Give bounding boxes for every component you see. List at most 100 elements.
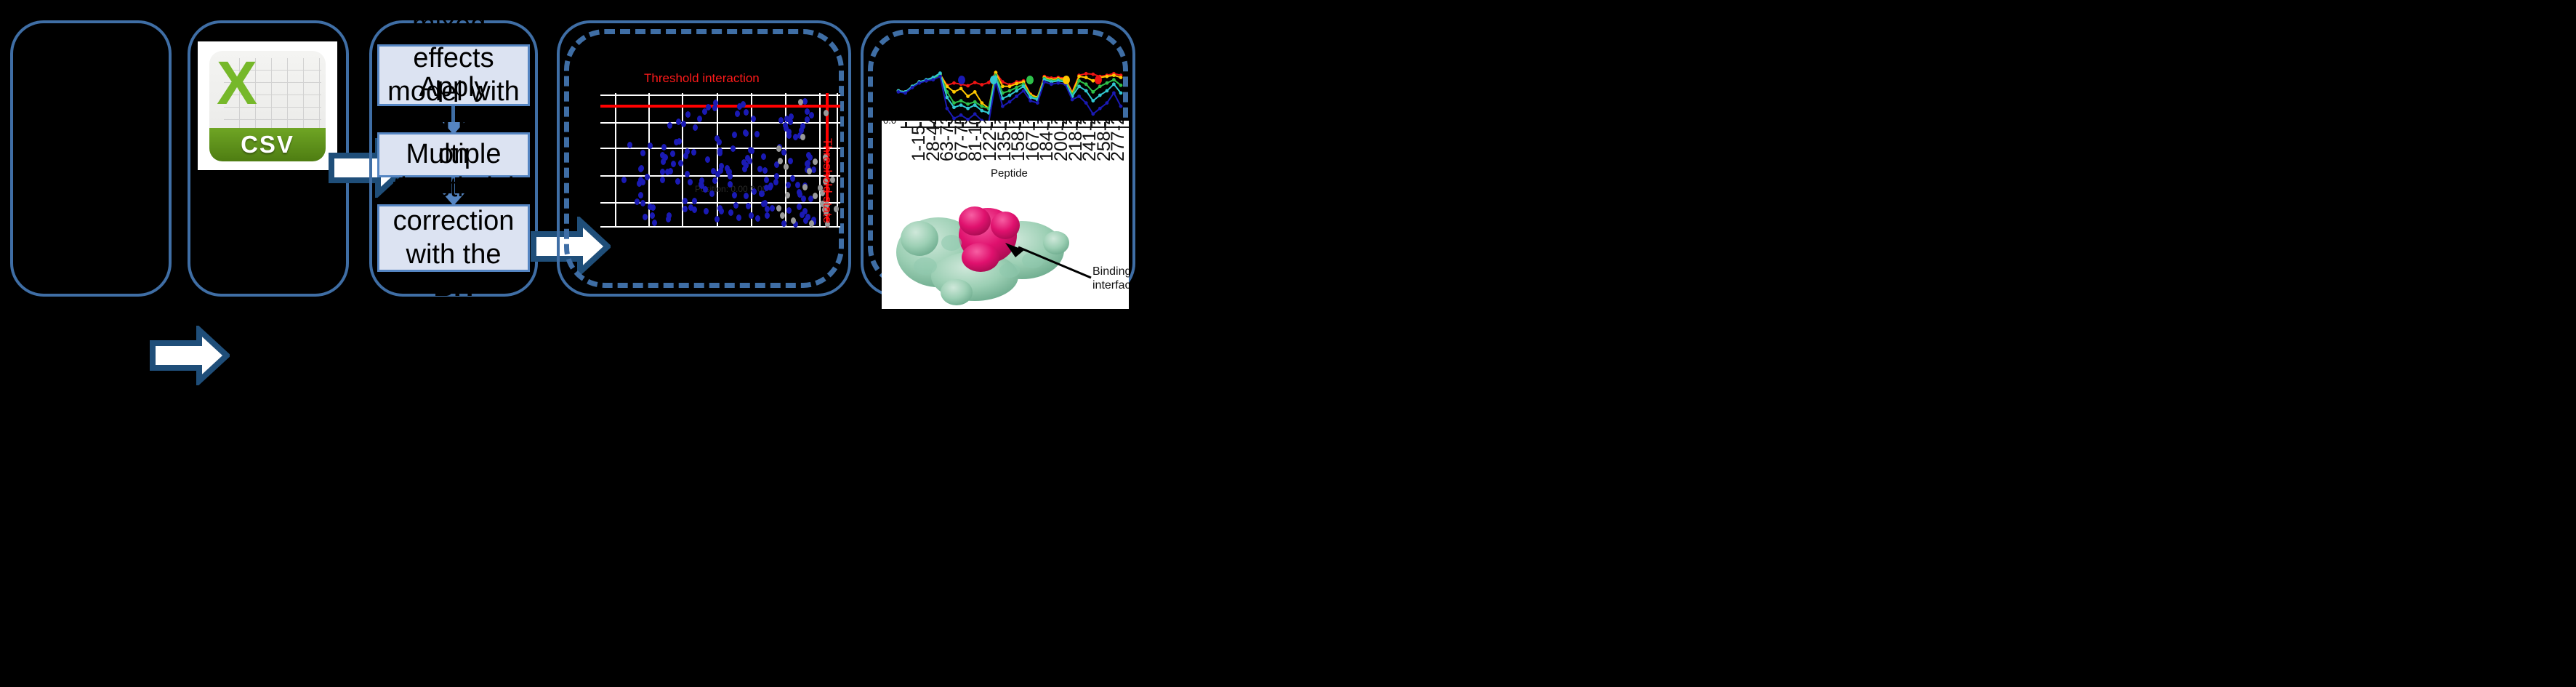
chart-marker	[980, 104, 984, 108]
scatter-point	[786, 132, 792, 139]
chart-marker	[1084, 76, 1088, 79]
scatter-point	[749, 148, 755, 155]
scatter-point	[637, 192, 643, 198]
chart-marker	[1098, 84, 1102, 89]
gridline-v	[837, 93, 838, 228]
scatter-point	[805, 161, 810, 168]
scatter-point-secondary	[824, 220, 830, 228]
step-mt-bold: BH	[433, 272, 474, 303]
legend-dot-series-cyan	[990, 76, 997, 84]
chart-marker	[1077, 95, 1081, 98]
scatter-point	[726, 168, 732, 175]
binding-interface-arrow	[1005, 243, 1092, 279]
peptide-line-chart	[896, 70, 1123, 124]
scatter-point	[786, 181, 791, 188]
scatter-point	[798, 126, 804, 134]
scatter-point-secondary	[821, 206, 827, 214]
scatter-point-secondary	[776, 145, 781, 152]
scatter-point	[770, 204, 776, 212]
scatter-point-secondary	[777, 157, 783, 164]
chart-marker	[973, 103, 977, 107]
scatter-point	[702, 108, 707, 115]
scatter-point	[786, 129, 792, 136]
chart-marker	[1015, 85, 1018, 89]
scatter-point	[761, 153, 767, 161]
scatter-point	[727, 181, 733, 188]
legend-dot-series-blue	[958, 76, 965, 84]
x-axis-tick	[1047, 122, 1050, 127]
gridline-v	[819, 93, 821, 228]
step-mt-line3-post: procedure	[391, 305, 516, 337]
step-mt-line2: correction	[393, 205, 515, 236]
scatter-point	[782, 122, 788, 129]
csv-spreadsheet-grid	[224, 58, 321, 131]
scatter-point	[718, 166, 723, 174]
scatter-point	[660, 168, 666, 175]
scatter-point	[644, 174, 650, 181]
legend-dot-series-green	[1026, 76, 1034, 84]
scatter-point	[685, 148, 690, 155]
scatter-point-secondary	[809, 220, 815, 228]
scatter-point	[747, 158, 753, 164]
scatter-point	[640, 200, 645, 207]
chart-marker	[1119, 91, 1123, 95]
step-mt-line3-pre: with the	[406, 238, 502, 270]
threshold-state-line	[826, 93, 829, 228]
scatter-point	[688, 179, 693, 186]
legend-dot-series-yellow	[1063, 76, 1070, 84]
step-wald-post: on	[438, 139, 470, 170]
chart-marker	[952, 116, 956, 121]
panel-statistics	[369, 20, 538, 297]
scatter-point	[781, 148, 787, 156]
scatter-point-secondary	[812, 158, 818, 165]
step-multiple-testing[interactable]: Multiple testing correction with the BH …	[377, 139, 530, 336]
step-mt-line1: Multiple testing	[406, 138, 502, 203]
scatter-point	[717, 204, 723, 212]
scatter-point	[669, 150, 675, 158]
legend-dot-series-red	[1095, 76, 1102, 84]
chart-marker	[980, 83, 984, 87]
chart-marker	[966, 95, 970, 98]
chart-marker	[973, 90, 977, 94]
scatter-point	[758, 190, 764, 197]
x-axis-tick	[1076, 122, 1079, 127]
threshold-interaction-line	[600, 105, 840, 108]
scatter-point	[719, 162, 725, 169]
chart-marker	[945, 84, 949, 89]
chart-marker	[938, 71, 942, 75]
chart-marker	[931, 78, 935, 82]
scatter-point	[773, 178, 778, 185]
scatter-point	[802, 98, 808, 105]
chart-marker	[952, 81, 956, 85]
chart-marker	[959, 113, 963, 117]
scatter-point-secondary	[785, 191, 791, 198]
scatter-point	[764, 205, 770, 212]
scatter-plot: Position: 0.00 0.00	[600, 93, 840, 228]
scatter-point	[796, 204, 802, 211]
chart-marker	[1001, 80, 1005, 84]
scatter-point	[671, 161, 677, 167]
scatter-point	[704, 208, 709, 215]
scatter-point	[640, 150, 646, 157]
scatter-point	[810, 216, 816, 223]
scatter-point	[741, 159, 747, 166]
panel-scatter-dashed	[564, 29, 844, 288]
chart-marker	[903, 91, 907, 95]
scatter-point	[725, 164, 730, 172]
chart-marker	[1077, 79, 1081, 83]
scatter-point	[754, 130, 760, 137]
chart-marker	[1112, 73, 1116, 77]
chart-marker	[1084, 101, 1088, 105]
scatter-point	[809, 112, 815, 119]
scatter-point	[762, 199, 768, 206]
scatter-point	[648, 142, 653, 150]
csv-x-letter: X	[217, 51, 258, 117]
scatter-point	[744, 155, 750, 161]
scatter-point-secondary	[823, 178, 829, 185]
scatter-point	[666, 215, 672, 222]
scatter-point-secondary	[784, 164, 789, 171]
scatter-point	[650, 212, 656, 219]
scatter-point	[774, 161, 780, 168]
csv-label-band: CSV	[209, 128, 326, 161]
chart-marker	[1007, 89, 1012, 93]
